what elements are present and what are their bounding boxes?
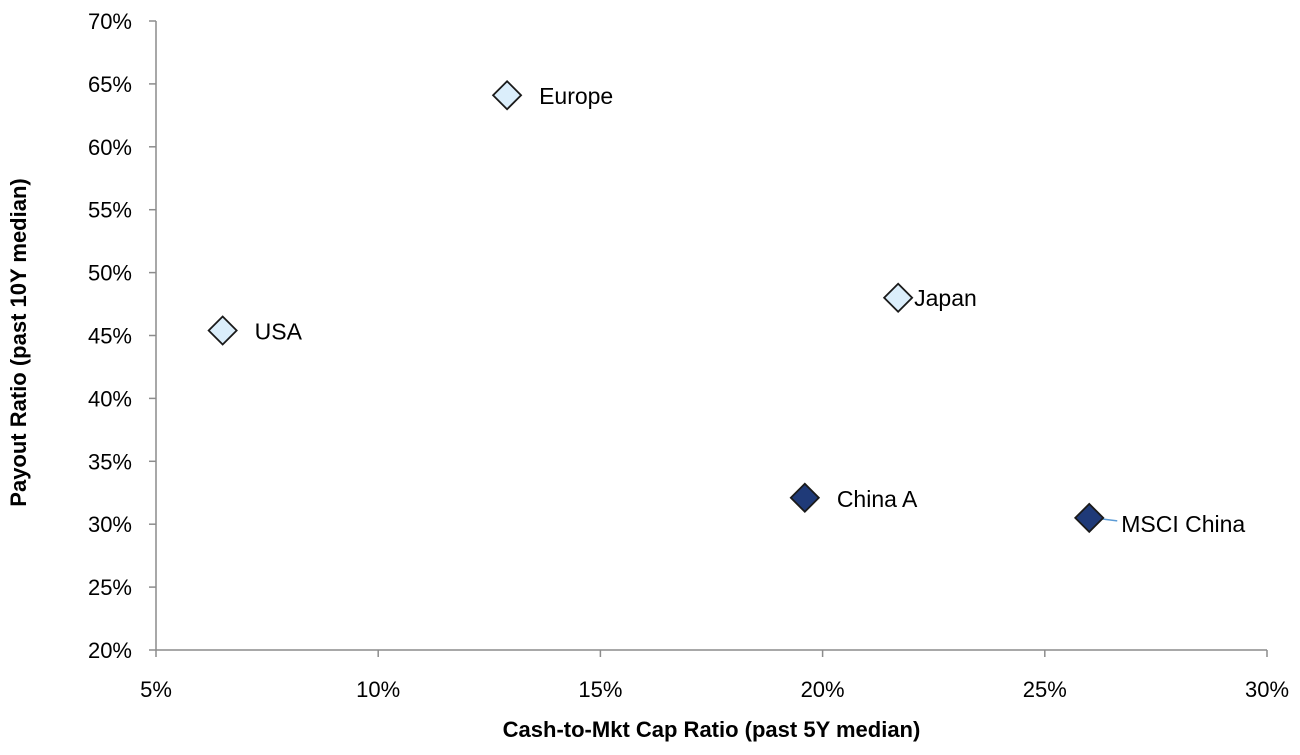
data-point-japan — [882, 282, 914, 314]
data-point-europe — [491, 79, 523, 111]
point-label-msci-china: MSCI China — [1121, 511, 1245, 537]
point-label-usa: USA — [255, 318, 303, 344]
point-label-china-a: China A — [837, 486, 918, 512]
data-point-msci-china — [1073, 502, 1105, 534]
y-tick-label: 20% — [88, 638, 132, 663]
x-axis-title: Cash-to-Mkt Cap Ratio (past 5Y median) — [503, 717, 921, 742]
x-tick-label: 25% — [1023, 677, 1067, 702]
y-tick-label: 40% — [88, 386, 132, 411]
y-tick-label: 30% — [88, 512, 132, 537]
point-label-europe: Europe — [539, 83, 613, 109]
x-tick-label: 15% — [578, 677, 622, 702]
y-axis-title: Payout Ratio (past 10Y median) — [6, 178, 31, 506]
x-tick-label: 30% — [1245, 677, 1289, 702]
ticks-layer: 20% 25% 30% 35% 40% 45% 50% 55% 60% 65% 70% 5% 10% 15… — [88, 9, 1289, 702]
points-layer: Europe USA Japan China A MSCI China — [207, 79, 1245, 537]
y-tick-label: 60% — [88, 135, 132, 160]
data-point-usa — [207, 315, 238, 346]
y-tick-label: 70% — [88, 9, 132, 34]
y-tick-label: 65% — [88, 72, 132, 97]
x-tick-label: 20% — [801, 677, 845, 702]
y-tick-label: 25% — [88, 575, 132, 600]
data-point-china-a — [789, 482, 821, 514]
point-label-japan: Japan — [914, 285, 977, 311]
y-tick-label: 45% — [88, 324, 132, 349]
y-tick-label: 35% — [88, 449, 132, 474]
x-tick-label: 10% — [356, 677, 400, 702]
axes-layer — [155, 21, 1267, 651]
y-tick-label: 55% — [88, 198, 132, 223]
x-tick-label: 5% — [140, 677, 172, 702]
y-tick-label: 50% — [88, 261, 132, 286]
